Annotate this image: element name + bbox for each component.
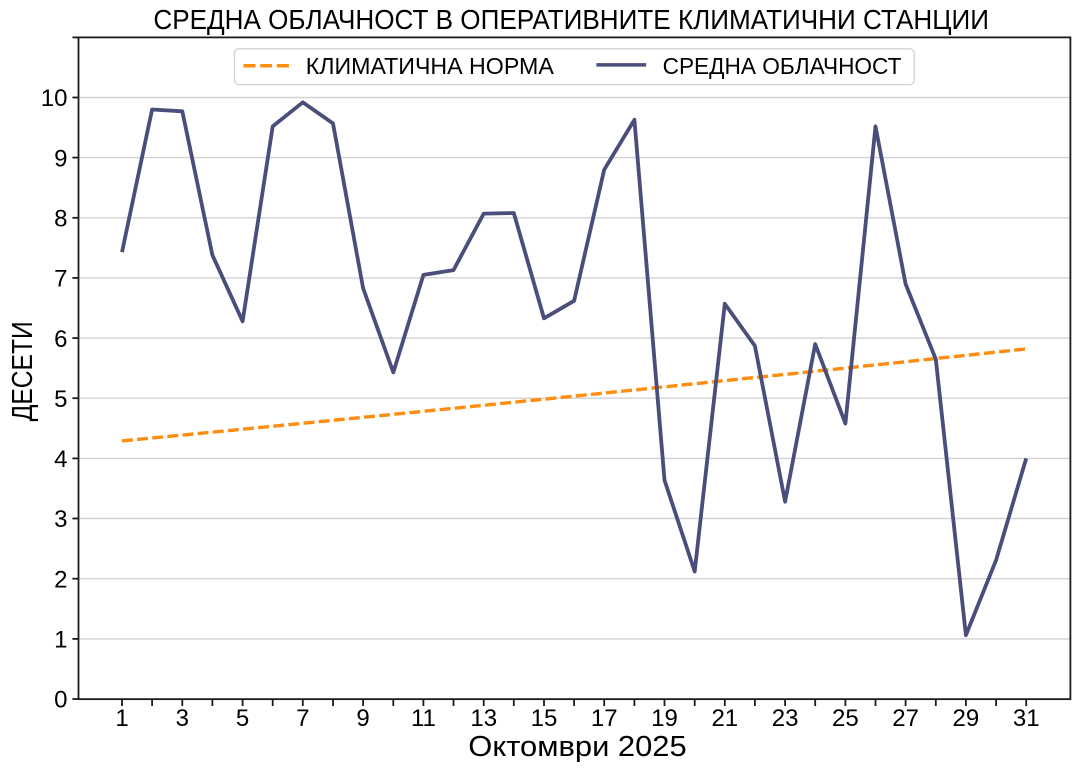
svg-text:9: 9 <box>356 705 369 732</box>
svg-text:СРЕДНА ОБЛАЧНОСТ В ОПЕРАТИВНИТ: СРЕДНА ОБЛАЧНОСТ В ОПЕРАТИВНИТЕ КЛИМАТИЧ… <box>153 4 989 35</box>
svg-text:0: 0 <box>54 687 67 714</box>
svg-text:Октомври 2025: Октомври 2025 <box>468 731 686 763</box>
svg-text:7: 7 <box>296 705 309 732</box>
svg-text:ДЕСЕТИ: ДЕСЕТИ <box>7 321 39 421</box>
svg-text:1: 1 <box>115 705 128 732</box>
svg-text:19: 19 <box>651 705 678 732</box>
svg-text:31: 31 <box>1013 705 1040 732</box>
svg-text:11: 11 <box>411 705 436 732</box>
svg-text:1: 1 <box>54 627 67 654</box>
svg-text:17: 17 <box>591 705 618 732</box>
svg-text:29: 29 <box>953 705 980 732</box>
svg-text:13: 13 <box>470 705 497 732</box>
svg-text:27: 27 <box>892 705 919 732</box>
svg-text:6: 6 <box>54 326 67 353</box>
svg-text:9: 9 <box>54 145 67 172</box>
svg-text:СРЕДНА ОБЛАЧНОСТ: СРЕДНА ОБЛАЧНОСТ <box>663 53 902 79</box>
svg-text:5: 5 <box>236 705 249 732</box>
svg-text:3: 3 <box>176 705 189 732</box>
svg-text:25: 25 <box>832 705 859 732</box>
svg-text:15: 15 <box>531 705 558 732</box>
svg-text:КЛИМАТИЧНА НОРМА: КЛИМАТИЧНА НОРМА <box>306 53 555 79</box>
svg-text:3: 3 <box>54 506 67 533</box>
svg-text:7: 7 <box>54 266 67 293</box>
svg-text:4: 4 <box>54 446 67 473</box>
svg-text:10: 10 <box>41 85 68 112</box>
svg-text:8: 8 <box>54 206 67 233</box>
svg-text:23: 23 <box>772 705 799 732</box>
svg-text:2: 2 <box>54 566 67 593</box>
svg-text:5: 5 <box>54 386 67 413</box>
svg-text:21: 21 <box>711 705 738 732</box>
